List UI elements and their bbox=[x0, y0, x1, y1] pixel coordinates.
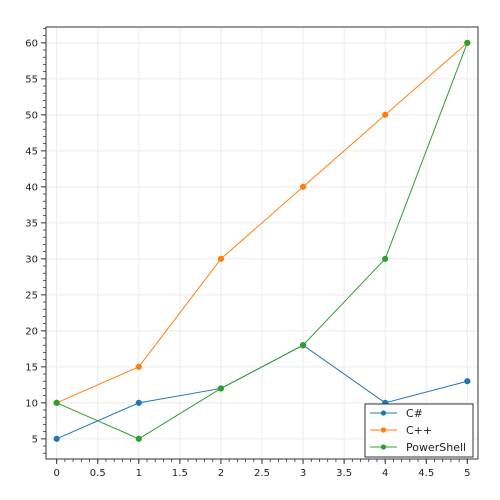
y-tick-label: 55 bbox=[25, 74, 38, 85]
data-point bbox=[382, 111, 389, 118]
y-tick-label: 35 bbox=[25, 218, 38, 229]
y-tick-label: 45 bbox=[25, 146, 38, 157]
legend-label: C# bbox=[406, 407, 423, 420]
x-tick-label: 4 bbox=[382, 468, 388, 479]
x-tick-label: 0.5 bbox=[90, 468, 106, 479]
legend-marker bbox=[380, 427, 387, 433]
data-point bbox=[135, 435, 142, 442]
grid-lines bbox=[46, 27, 478, 459]
y-tick-label: 15 bbox=[25, 362, 38, 373]
y-tick-label: 10 bbox=[25, 398, 38, 409]
series-line bbox=[56, 42, 468, 440]
data-point bbox=[135, 363, 142, 370]
x-axis: 0 0.5 1 1.5 2 2.5 3 3.5 4 4.5 5 bbox=[53, 459, 471, 479]
y-tick-label: 40 bbox=[25, 182, 38, 193]
x-tick-label: 5 bbox=[464, 468, 470, 479]
x-tick-label: 4.5 bbox=[418, 468, 434, 479]
x-tick-label: 2 bbox=[218, 468, 224, 479]
data-point bbox=[382, 255, 389, 262]
x-tick-label: 1.5 bbox=[172, 468, 188, 479]
legend-marker bbox=[380, 410, 387, 416]
data-point bbox=[464, 39, 471, 46]
y-tick-label: 60 bbox=[25, 38, 38, 49]
data-point bbox=[217, 385, 225, 392]
data-point bbox=[299, 183, 307, 190]
legend-label: C++ bbox=[406, 424, 432, 437]
y-tick-label: 25 bbox=[25, 290, 38, 301]
data-point bbox=[135, 399, 142, 406]
data-point bbox=[53, 399, 60, 406]
x-tick-label: 1 bbox=[136, 468, 142, 479]
legend-marker bbox=[380, 444, 387, 450]
y-tick-label: 50 bbox=[25, 110, 38, 121]
data-point bbox=[217, 255, 225, 262]
data-point bbox=[53, 435, 60, 442]
y-tick-label: 20 bbox=[25, 326, 38, 337]
x-tick-label: 3.5 bbox=[336, 468, 352, 479]
series-line bbox=[56, 42, 468, 404]
x-tick-label: 0 bbox=[53, 468, 59, 479]
data-point bbox=[299, 342, 307, 349]
data-point bbox=[464, 378, 471, 385]
y-tick-label: 5 bbox=[32, 434, 38, 445]
legend: C# C++ PowerShell bbox=[364, 403, 474, 458]
x-tick-label: 2.5 bbox=[254, 468, 270, 479]
legend-label: PowerShell bbox=[406, 441, 466, 454]
y-axis: 5 10 15 20 25 30 35 40 45 50 55 60 bbox=[25, 28, 46, 454]
series-lines bbox=[53, 39, 471, 442]
x-tick-label: 3 bbox=[300, 468, 306, 479]
y-tick-label: 30 bbox=[25, 254, 38, 265]
